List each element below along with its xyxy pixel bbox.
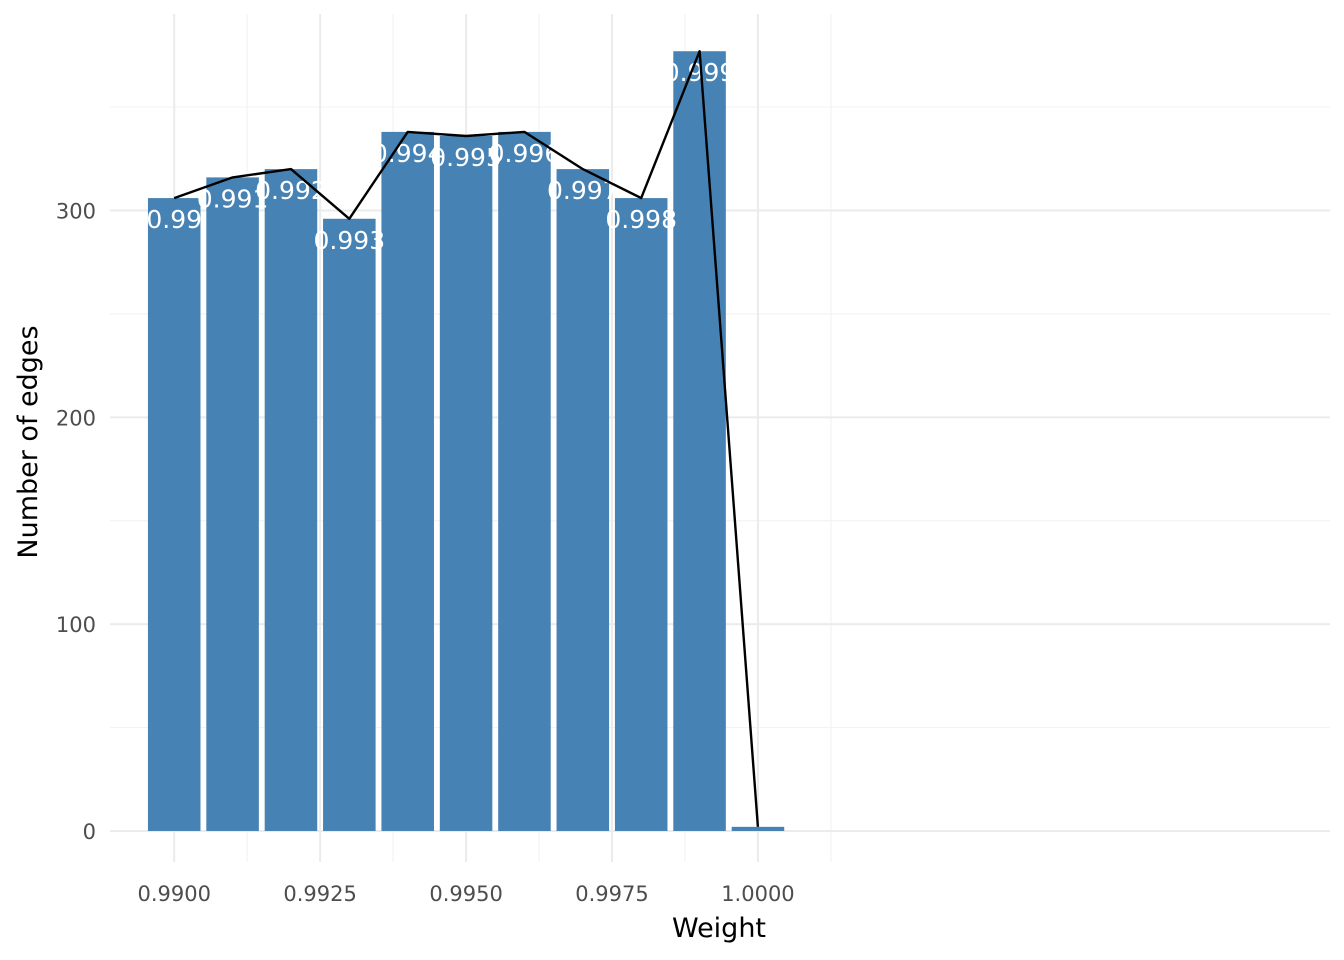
y-tick-label: 100	[56, 613, 96, 637]
y-axis-title: Number of edges	[13, 325, 44, 558]
x-axis-title: Weight	[672, 913, 766, 944]
bar-label: 0.995	[430, 143, 502, 172]
bar	[673, 51, 726, 831]
x-axis-tick-labels: 0.9900 0.9925 0.9950 0.9975 1.0000	[137, 882, 794, 906]
bar-label: 0.991	[197, 184, 269, 213]
x-tick-label: 0.9900	[137, 882, 210, 906]
x-tick-label: 0.9925	[283, 882, 356, 906]
y-tick-label: 300	[56, 199, 96, 223]
bar	[264, 169, 318, 831]
bar	[206, 177, 259, 831]
bar	[498, 131, 551, 831]
bar-label: 0.99	[146, 205, 202, 234]
x-tick-label: 0.9975	[575, 882, 648, 906]
bar	[323, 218, 376, 831]
y-axis-tick-labels: 0 100 200 300	[56, 199, 96, 843]
bar-labels: 0.990.9910.9920.9930.9940.9950.9960.9970…	[146, 58, 735, 255]
bar	[556, 169, 610, 831]
x-tick-label: 0.9950	[429, 882, 502, 906]
bar-label: 0.993	[314, 226, 386, 255]
bar	[731, 826, 785, 831]
x-tick-label: 1.0000	[721, 882, 794, 906]
bars	[147, 51, 785, 831]
bar-label: 0.996	[489, 139, 561, 168]
y-tick-label: 0	[83, 820, 96, 844]
bar-label: 0.998	[605, 205, 677, 234]
y-tick-label: 200	[56, 406, 96, 430]
bar	[381, 131, 434, 831]
bar	[614, 198, 668, 831]
bar-label: 0.994	[372, 139, 444, 168]
bar	[147, 198, 201, 831]
bar	[439, 136, 493, 831]
trend-line	[173, 50, 760, 827]
